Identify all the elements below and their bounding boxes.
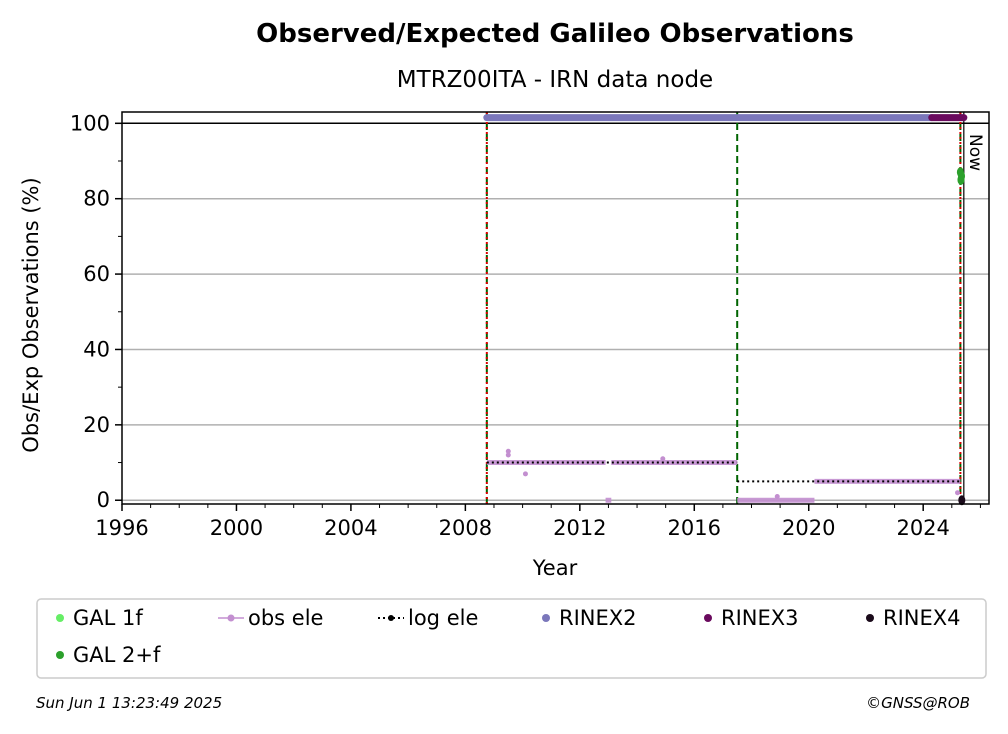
legend-marker-obs-ele bbox=[227, 614, 235, 622]
chart-subtitle: MTRZ00ITA - IRN data node bbox=[397, 67, 713, 93]
y-tick-label-20: 20 bbox=[83, 413, 110, 437]
legend-label-rinex4: RINEX4 bbox=[883, 606, 961, 630]
legend-label-rinex2: RINEX2 bbox=[559, 606, 637, 630]
obs-ele-outlier-3 bbox=[660, 456, 666, 462]
legend-marker-rinex3 bbox=[704, 614, 712, 622]
legend-label-rinex3: RINEX3 bbox=[721, 606, 799, 630]
chart-title: Observed/Expected Galileo Observations bbox=[256, 19, 854, 49]
x-tick-label-2004: 2004 bbox=[324, 516, 377, 540]
obs-ele-outlier-1 bbox=[505, 452, 511, 458]
legend-marker-log-ele bbox=[388, 615, 394, 621]
x-tick-label-2020: 2020 bbox=[782, 516, 835, 540]
legend-marker-rinex2 bbox=[542, 614, 550, 622]
x-tick-label-2008: 2008 bbox=[439, 516, 492, 540]
x-tick-label-2000: 2000 bbox=[210, 516, 263, 540]
x-tick-label-2024: 2024 bbox=[896, 516, 949, 540]
obs-ele-outlier-2 bbox=[522, 471, 528, 477]
legend-marker-gal-1f bbox=[56, 614, 64, 622]
x-axis-label: Year bbox=[532, 556, 578, 580]
obs-ele-outlier-0 bbox=[505, 448, 511, 454]
x-tick-label-1996: 1996 bbox=[95, 516, 148, 540]
legend-marker-rinex4 bbox=[866, 614, 874, 622]
x-tick-label-2016: 2016 bbox=[668, 516, 721, 540]
y-tick-label-60: 60 bbox=[83, 262, 110, 286]
plot-frame bbox=[121, 111, 990, 505]
x-tick-label-2012: 2012 bbox=[553, 516, 606, 540]
y-axis-label: Obs/Exp Observations (%) bbox=[19, 177, 43, 452]
gal-2-f-point-2 bbox=[958, 171, 966, 182]
plot-area: Now 1996 2000 2004 2008 2012 2016 2020 2024 0 20 40… bbox=[70, 111, 990, 540]
y-tick-label-40: 40 bbox=[83, 337, 110, 361]
now-label: Now bbox=[965, 134, 985, 171]
legend-marker-gal-2-f bbox=[56, 651, 64, 659]
legend-label-gal-2-f: GAL 2+f bbox=[73, 643, 161, 667]
legend-label-log-ele: log ele bbox=[408, 606, 478, 630]
footer-timestamp: Sun Jun 1 13:23:49 2025 bbox=[36, 694, 223, 712]
y-tick-label-80: 80 bbox=[83, 187, 110, 211]
legend-label-obs-ele: obs ele bbox=[248, 606, 323, 630]
rinex4-point-0 bbox=[958, 495, 966, 506]
legend-box bbox=[36, 598, 987, 679]
legend-label-gal-1f: GAL 1f bbox=[73, 606, 143, 630]
obs-ele-outlier-4 bbox=[774, 493, 780, 499]
legend: GAL 1f obs ele log ele RINEX2 RINEX3 RINEX4 GA… bbox=[36, 598, 987, 679]
obs-ele-outlier-5 bbox=[955, 490, 961, 496]
y-tick-label-0: 0 bbox=[97, 488, 110, 512]
footer-credit: ©GNSS@ROB bbox=[866, 694, 970, 712]
y-tick-label-100: 100 bbox=[70, 111, 110, 135]
